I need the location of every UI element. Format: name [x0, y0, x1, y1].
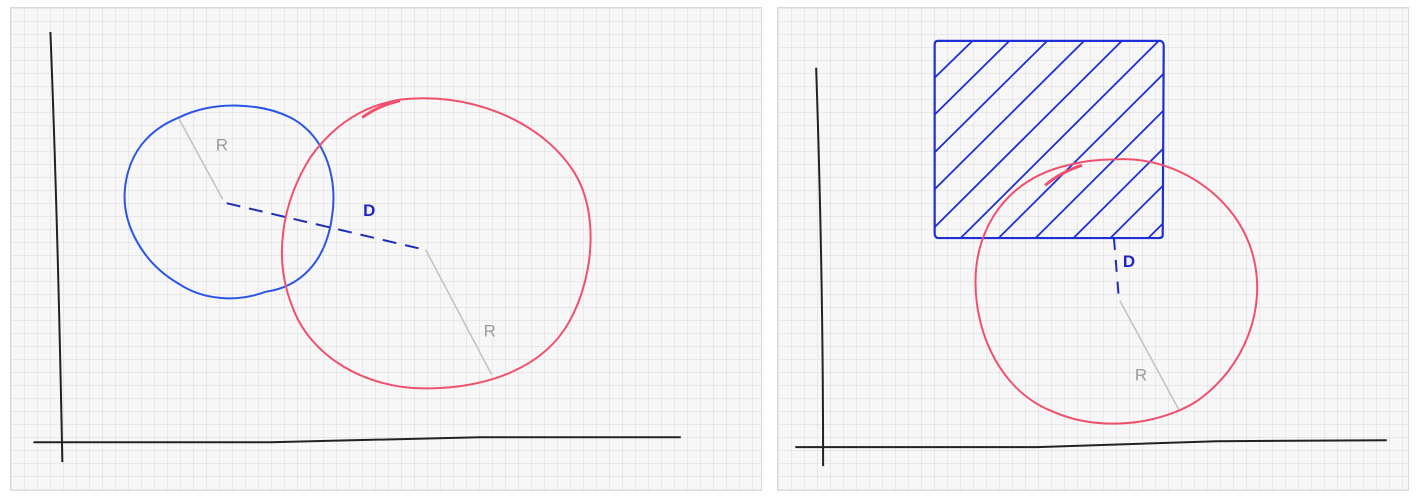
radius-label: R [1135, 365, 1147, 384]
circle-circle-diagram: R R D [33, 31, 681, 463]
red-circle [974, 158, 1259, 425]
y-axis [815, 67, 825, 467]
blue-circle [123, 104, 335, 300]
distance-line [226, 202, 427, 251]
distance-label: D [1123, 252, 1135, 271]
hatch-fill [934, 40, 1163, 238]
radius-label-blue: R [216, 135, 228, 154]
x-axis [795, 439, 1387, 449]
radius-line-blue [178, 118, 224, 200]
circle-circle-panel: R R D [10, 7, 762, 491]
y-axis [49, 31, 64, 463]
distance-label: D [363, 201, 375, 220]
red-circle-overdraw [1044, 163, 1083, 187]
red-circle [280, 97, 592, 390]
radius-line-red [425, 249, 493, 375]
rect-circle-diagram: D R [795, 39, 1387, 467]
red-circle-overdraw [361, 99, 401, 119]
rectangle [933, 39, 1165, 240]
radius-line [1119, 300, 1180, 410]
rect-circle-panel: D R [777, 7, 1409, 491]
distance-line [1112, 237, 1120, 299]
radius-label-red: R [484, 322, 496, 341]
x-axis [33, 436, 681, 444]
